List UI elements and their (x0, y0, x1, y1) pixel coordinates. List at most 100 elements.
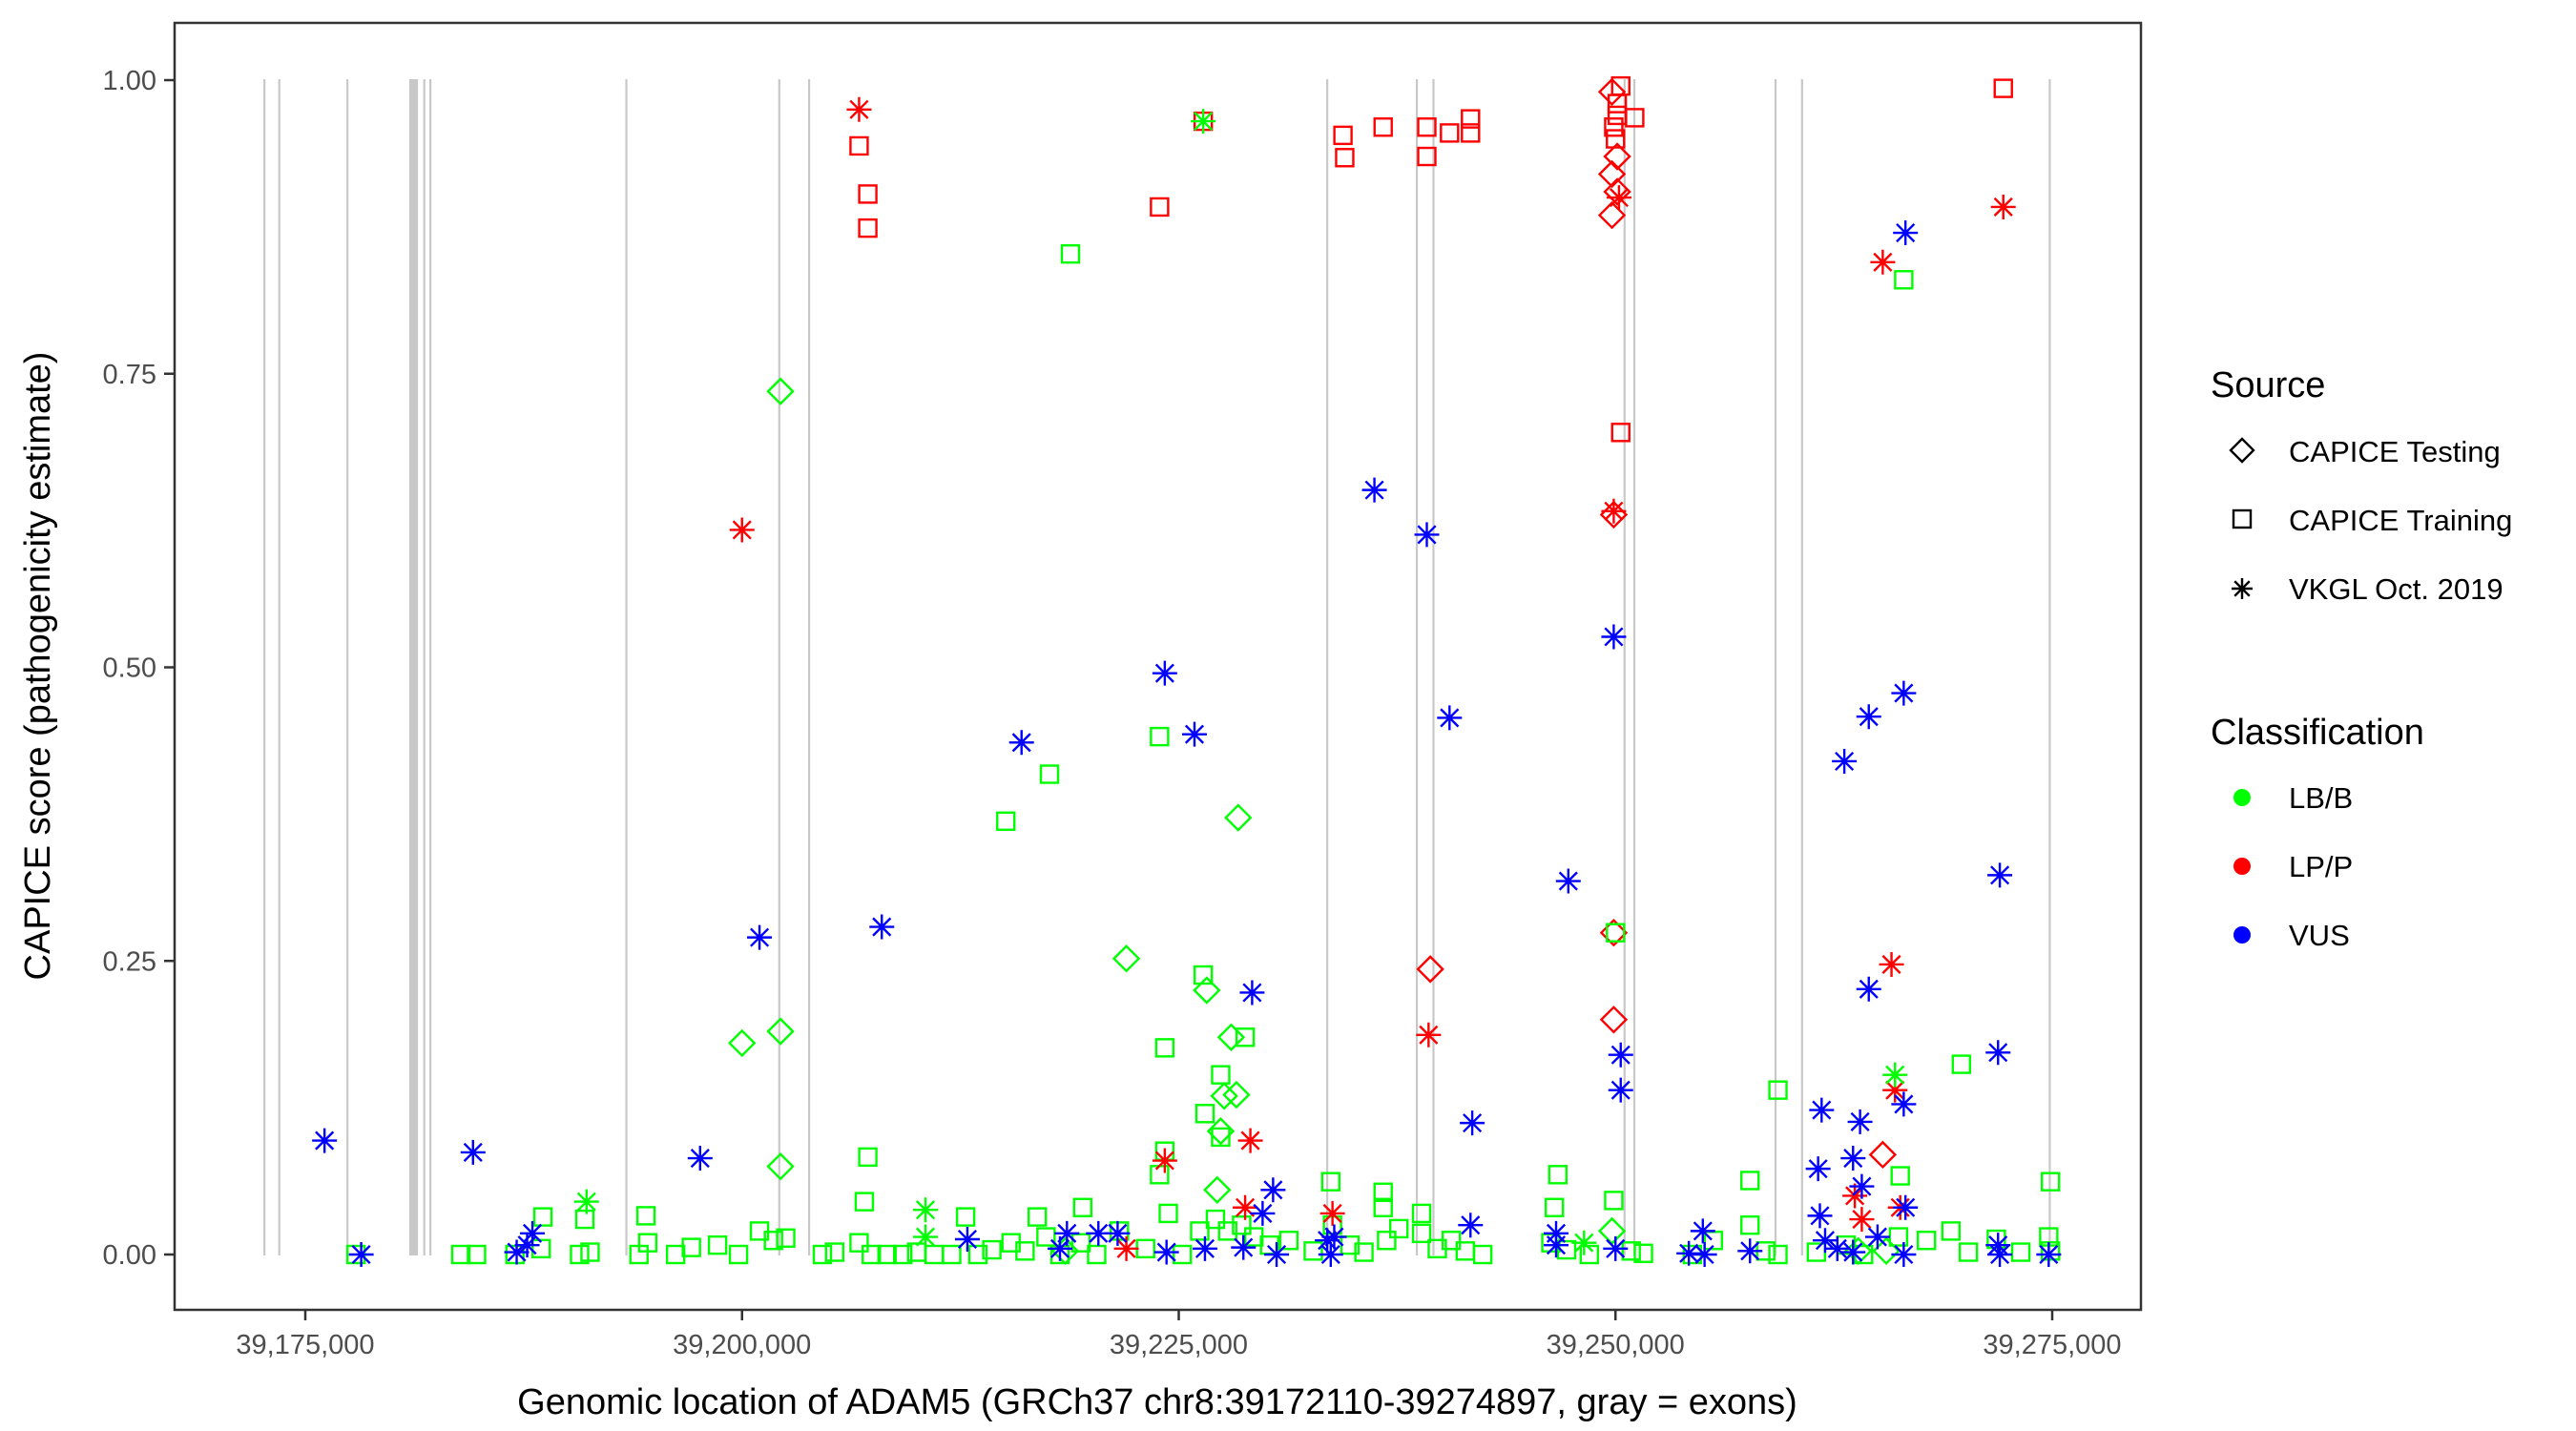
data-point-asterisk (1987, 1242, 2013, 1267)
data-point-diamond (1222, 1080, 1251, 1110)
data-point-diamond (1416, 955, 1444, 984)
data-point-square (1461, 123, 1481, 143)
data-point-asterisk (687, 1146, 713, 1172)
data-point-square (1740, 1171, 1760, 1191)
data-point-square (1625, 108, 1645, 128)
data-point-asterisk (1250, 1200, 1276, 1226)
data-point-square (1373, 1182, 1393, 1202)
legend-item-capice-testing: CAPICE Testing (2229, 435, 2501, 468)
exon-band (346, 79, 349, 1255)
data-point-asterisk (1601, 498, 1627, 524)
data-point-diamond (1868, 1140, 1898, 1170)
data-point-square (1740, 1215, 1760, 1235)
data-point-asterisk (1879, 951, 1904, 977)
data-point-diamond (1193, 976, 1221, 1005)
exon-layer (263, 79, 2051, 1255)
data-point-square (967, 1244, 988, 1265)
data-point-asterisk (1891, 680, 1917, 706)
data-point-asterisk (1882, 1062, 1908, 1088)
data-point-square (1015, 1241, 1035, 1261)
data-point-asterisk (1361, 477, 1387, 503)
legend-item-vus: VUS (2233, 919, 2350, 952)
data-point-asterisk (1987, 862, 2013, 888)
data-point-square (1417, 146, 1437, 167)
data-point-asterisk (1606, 185, 1631, 211)
legend-label: VKGL Oct. 2019 (2289, 572, 2503, 606)
data-point-asterisk (1891, 1242, 1917, 1267)
data-point-diamond (766, 1151, 795, 1181)
exon-band (2048, 79, 2051, 1255)
legend-label: LB/B (2289, 781, 2353, 815)
data-point-square (1607, 93, 1628, 114)
data-point-square (570, 1244, 590, 1265)
data-point-diamond (1597, 200, 1627, 230)
data-point-asterisk (747, 924, 773, 950)
data-point-asterisk (1608, 1077, 1633, 1103)
data-point-asterisk (1113, 1235, 1139, 1261)
data-point-diamond (1599, 919, 1629, 947)
data-point-asterisk (1809, 1097, 1835, 1123)
exon-band (1432, 79, 1435, 1255)
exon-band (1632, 79, 1636, 1255)
x-tick-label: 39,200,000 (673, 1330, 811, 1360)
data-point-square (996, 811, 1016, 831)
legend-label: VUS (2289, 919, 2350, 952)
data-point-square (1373, 117, 1393, 137)
data-point-square (1150, 726, 1170, 747)
data-point-asterisk (504, 1239, 530, 1265)
data-point-asterisk (1840, 1239, 1866, 1265)
exon-band (429, 79, 432, 1255)
data-point-square (849, 135, 869, 156)
legend-label: LP/P (2289, 850, 2353, 883)
data-point-diamond (1597, 1216, 1627, 1246)
data-point-diamond (1603, 177, 1631, 206)
data-point-asterisk (1264, 1242, 1290, 1267)
data-point-asterisk (1458, 1213, 1484, 1238)
data-point-diamond (1599, 1006, 1629, 1034)
data-point-square (1606, 129, 1626, 149)
data-point-square (1916, 1231, 1937, 1251)
data-point-square (681, 1237, 701, 1257)
data-point-asterisk (1985, 1233, 2011, 1258)
data-point-asterisk (1870, 249, 1896, 275)
data-point-square (1579, 1244, 1599, 1265)
data-point-asterisk (954, 1227, 980, 1252)
data-point-square (1951, 1054, 1971, 1074)
data-point-square (1610, 423, 1631, 443)
data-point-asterisk (1231, 1234, 1257, 1260)
data-point-diamond (1210, 1082, 1238, 1110)
data-point-square (1604, 1191, 1624, 1211)
data-point-square (1060, 243, 1081, 264)
exon-band (423, 79, 426, 1255)
data-point-asterisk (1849, 1207, 1875, 1233)
data-point-asterisk (1318, 1242, 1343, 1267)
data-point-square (1070, 1233, 1091, 1253)
data-point-asterisk (1008, 730, 1034, 756)
data-point-square (1621, 1241, 1641, 1261)
data-point-square (1320, 1172, 1340, 1192)
data-point-diamond (1203, 1175, 1232, 1204)
data-point-square (1110, 1221, 1130, 1241)
data-point-asterisk (1805, 1156, 1831, 1182)
data-point-square (1333, 125, 1353, 146)
data-point-square (580, 1242, 600, 1262)
data-point-asterisk (1437, 705, 1463, 731)
data-point-diamond (728, 1028, 757, 1058)
exon-band (1623, 79, 1626, 1255)
data-point-square (1633, 1243, 1653, 1263)
data-point-square (824, 1242, 844, 1262)
data-point-asterisk (1864, 1224, 1890, 1250)
exon-band (278, 79, 280, 1255)
data-point-square (1389, 1218, 1409, 1239)
legend-source-title: Source (2211, 365, 2325, 405)
data-point-square (854, 1192, 875, 1212)
x-axis-title: Genomic location of ADAM5 (GRCh37 chr8:3… (517, 1382, 1797, 1422)
data-point-square (1354, 1242, 1374, 1262)
legend-item-lbb: LB/B (2233, 781, 2353, 815)
y-axis-title: CAPICE score (pathogenicity estimate) (18, 352, 58, 981)
data-point-diamond (1597, 77, 1627, 107)
legend-item-vkgl: VKGL Oct. 2019 (2232, 572, 2503, 606)
data-point-asterisk (1192, 1235, 1217, 1261)
y-tick-label: 0.00 (103, 1240, 156, 1271)
